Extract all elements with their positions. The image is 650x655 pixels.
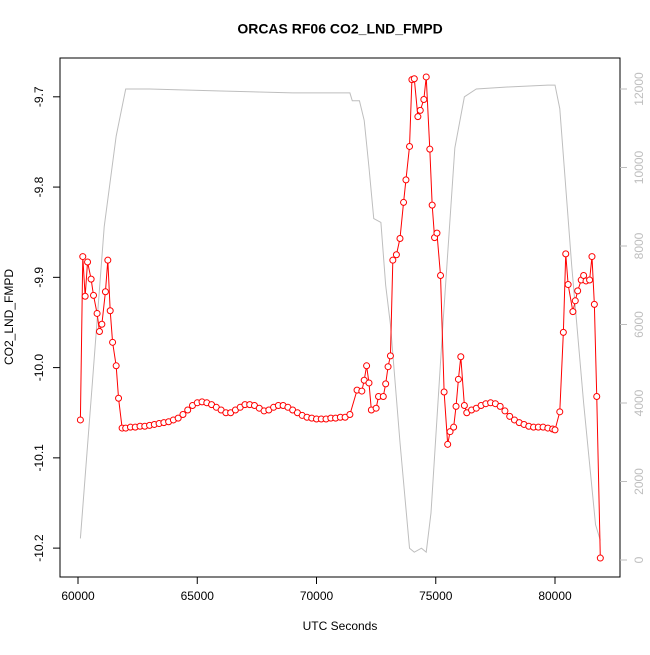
data-point <box>586 276 594 284</box>
data-point <box>384 363 392 371</box>
data-point <box>437 272 445 280</box>
data-point <box>556 408 564 416</box>
data-point <box>588 253 596 261</box>
data-point <box>81 292 89 300</box>
y2-tick-label: 4000 <box>632 389 646 416</box>
y2-tick-label: 2000 <box>632 468 646 495</box>
data-point <box>420 96 428 104</box>
data-point <box>562 250 570 258</box>
data-point <box>392 251 400 259</box>
x-axis-label: UTC Seconds <box>303 619 378 633</box>
data-point <box>95 327 103 335</box>
y-tick-label: -9.9 <box>32 267 46 288</box>
x-tick-label: 60000 <box>61 589 95 603</box>
data-point <box>104 256 112 264</box>
x-tick-label: 70000 <box>300 589 334 603</box>
data-point <box>115 394 123 402</box>
data-point <box>574 287 582 295</box>
data-point <box>410 75 418 83</box>
y2-tick-label: 6000 <box>632 311 646 338</box>
data-point <box>433 229 441 237</box>
data-point <box>454 375 462 383</box>
y-tick-label: -9.7 <box>32 86 46 107</box>
data-point <box>90 291 98 299</box>
y2-tick-label: 10000 <box>632 150 646 184</box>
data-point <box>358 387 366 395</box>
data-point <box>363 362 371 370</box>
x-tick-label: 80000 <box>538 589 572 603</box>
data-point <box>389 256 397 264</box>
data-point <box>406 142 414 150</box>
data-point <box>422 73 430 81</box>
y2-tick-label: 8000 <box>632 232 646 259</box>
data-point <box>426 145 434 153</box>
y-tick-label: -9.8 <box>32 176 46 197</box>
data-point <box>416 106 424 114</box>
data-point <box>402 176 410 184</box>
data-point <box>400 198 408 206</box>
series-line <box>79 84 601 554</box>
data-point <box>106 307 114 315</box>
data-point <box>506 412 514 420</box>
data-point <box>444 440 452 448</box>
x-tick-label: 75000 <box>419 589 453 603</box>
data-point <box>386 352 394 360</box>
x-tick-label: 65000 <box>181 589 215 603</box>
data-point <box>452 402 460 410</box>
data-point <box>569 308 577 316</box>
plot-frame <box>59 57 621 578</box>
data-point <box>101 288 109 296</box>
data-point <box>184 406 192 414</box>
data-point <box>372 404 380 412</box>
data-point <box>440 388 448 396</box>
data-point <box>496 402 504 410</box>
data-point <box>501 407 509 415</box>
data-point <box>396 235 404 243</box>
data-point <box>174 414 182 422</box>
data-point <box>379 392 387 400</box>
data-point <box>79 253 87 261</box>
data-point <box>93 309 101 317</box>
data-point <box>593 392 601 400</box>
y2-tick-label: 12000 <box>632 72 646 106</box>
series-line <box>79 76 601 559</box>
data-point <box>414 113 422 121</box>
data-point <box>564 281 572 289</box>
data-point <box>84 258 92 266</box>
data-point <box>590 300 598 308</box>
data-point <box>76 416 84 424</box>
data-point <box>450 423 458 431</box>
data-point <box>112 362 120 370</box>
data-point <box>87 275 95 283</box>
data-point <box>346 411 354 419</box>
data-point <box>98 320 106 328</box>
data-point <box>551 426 559 434</box>
data-point <box>460 402 468 410</box>
data-point <box>179 411 187 419</box>
data-point <box>382 380 390 388</box>
data-point <box>559 328 567 336</box>
y-tick-label: -10.1 <box>32 444 46 472</box>
chart-title: ORCAS RF06 CO2_LND_FMPD <box>237 21 442 37</box>
data-point <box>596 554 604 562</box>
data-point <box>109 338 117 346</box>
data-point <box>457 353 465 361</box>
data-point <box>446 428 454 436</box>
y-tick-label: -10.0 <box>32 354 46 382</box>
y-tick-label: -10.2 <box>32 534 46 562</box>
data-point <box>428 201 436 209</box>
data-point <box>365 379 373 387</box>
y-axis-label: CO2_LND_FMPD <box>2 269 16 365</box>
data-point <box>571 297 579 305</box>
y2-tick-label: 0 <box>632 556 646 563</box>
